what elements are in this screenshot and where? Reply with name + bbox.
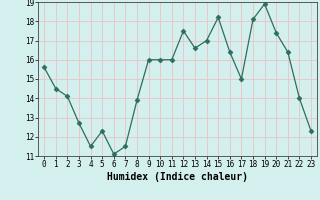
X-axis label: Humidex (Indice chaleur): Humidex (Indice chaleur)	[107, 172, 248, 182]
